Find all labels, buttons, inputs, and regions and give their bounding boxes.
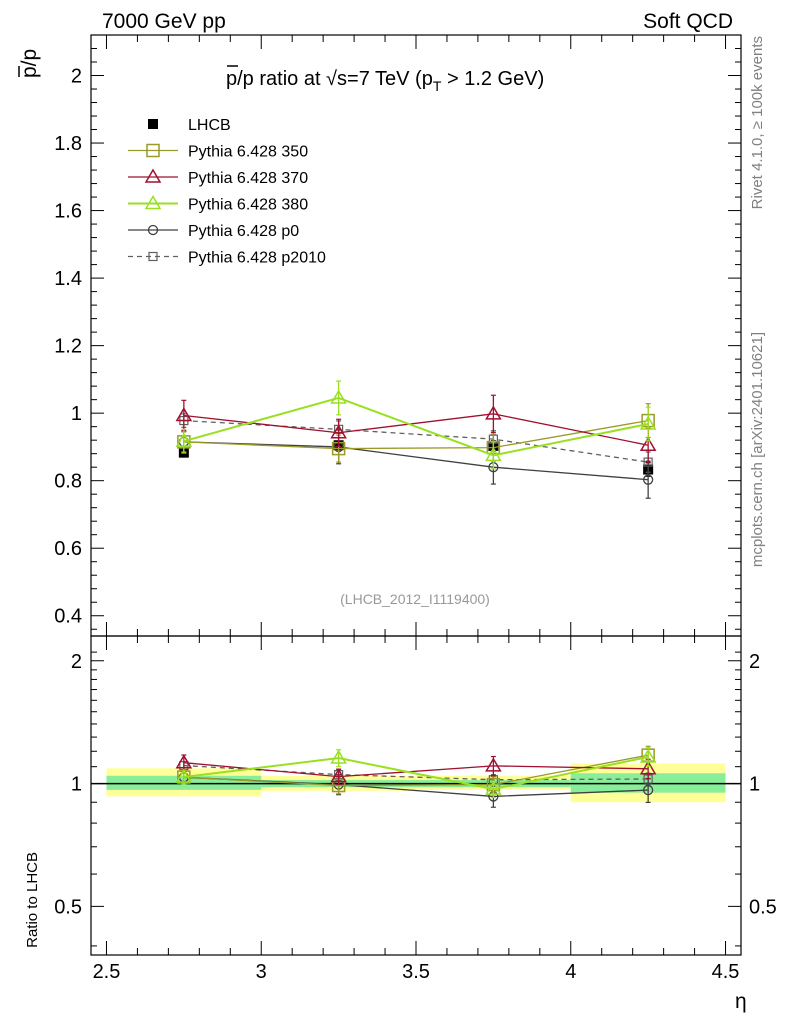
ratio-line-p380 [183, 755, 649, 791]
main-ytick-label: 1.8 [54, 133, 82, 155]
legend-marker-p0 [147, 224, 159, 236]
svg-text:p/p: p/p [18, 49, 41, 78]
main-point-p370 [330, 424, 347, 439]
header-right: Soft QCD [643, 10, 733, 33]
header-left: 7000 GeV pp [102, 10, 226, 33]
plot-title: p/p ratio at √s=7 TeV (pT > 1.2 GeV) [226, 65, 544, 94]
main-ytick-label: 1 [71, 403, 82, 425]
ratio-line-p370 [183, 762, 649, 778]
main-line-p380 [183, 396, 649, 457]
main-point-p380 [330, 389, 347, 404]
x-axis-label: η [735, 990, 747, 1013]
main-line-p370 [183, 413, 649, 446]
title-pbar: p [226, 68, 237, 90]
title-tail: > 1.2 GeV) [441, 68, 544, 90]
ratio-ytick-label-right: 0.5 [749, 896, 777, 918]
legend-marker-p2010 [148, 251, 158, 262]
y-axis-label-main: p/p [18, 49, 41, 78]
legend-label-LHCB: LHCB [188, 117, 231, 134]
y-axis-label-ratio: Ratio to LHCB [24, 852, 41, 948]
ratio-plot-panel: 2.5 3 3.5 4 4.5 0.5 0.5 1 1 2 2 [54, 635, 777, 983]
ratio-ytick-label-left: 2 [71, 651, 82, 673]
main-ytick-label: 1.4 [54, 268, 82, 290]
ratio-point-p0 [642, 784, 654, 796]
ratio-ytick-label-right: 1 [749, 774, 760, 796]
main-line-p0 [183, 441, 649, 481]
main-point-p380 [175, 432, 193, 447]
legend-label-p0: Pythia 6.428 p0 [188, 223, 299, 240]
legend-label-p2010: Pythia 6.428 p2010 [188, 250, 326, 267]
main-ytick-label: 0.6 [54, 538, 82, 560]
ratio-point-p370 [330, 768, 347, 783]
mcplots-reference-text: mcplots.cern.ch [arXiv:2401.10621] [749, 332, 766, 567]
ratio-xtick-label: 4.5 [712, 961, 740, 983]
ratio-point-p370 [175, 754, 193, 769]
main-point-p370 [639, 436, 657, 451]
legend-label-p350: Pythia 6.428 350 [188, 144, 308, 161]
legend-label-p380: Pythia 6.428 380 [188, 197, 308, 214]
main-plot-panel: 0.4 0.6 0.8 1 1.2 1.4 1.6 1.8 2 [54, 34, 742, 637]
main-point-p380 [639, 415, 657, 430]
ratio-point-p380 [639, 748, 657, 763]
legend-marker-p350 [146, 143, 160, 158]
legend-label-p370: Pythia 6.428 370 [188, 170, 308, 187]
main-ytick-label: 1.2 [54, 336, 82, 358]
rivet-version-text: Rivet 4.1.0, ≥ 100k events [749, 36, 766, 209]
legend-marker-p370 [144, 168, 162, 183]
ratio-line-p2010 [183, 764, 649, 781]
ylabel-pbar: p [18, 66, 41, 78]
ratio-point-p380 [175, 768, 193, 783]
ratio-ytick-label-left: 0.5 [54, 896, 82, 918]
main-line-p2010 [183, 419, 649, 463]
legend: LHCB Pythia 6.428 350 Pythia 6.428 370 Pyth… [128, 117, 326, 267]
ratio-point-p380 [485, 780, 502, 795]
ratio-point-p370 [639, 760, 657, 775]
legend-marker-LHCB [148, 119, 158, 129]
ratio-xtick-label: 4 [565, 961, 576, 983]
main-ytick-label: 0.8 [54, 471, 82, 493]
main-point-p370 [485, 405, 502, 420]
ratio-ytick-label-right: 2 [749, 651, 760, 673]
ratio-ytick-label-left: 1 [71, 774, 82, 796]
main-point-p0 [642, 474, 654, 485]
main-point-p380 [485, 446, 502, 462]
ratio-line-p350 [183, 754, 649, 787]
main-line-p350 [183, 419, 649, 450]
ratio-point-p370 [485, 757, 502, 772]
main-ytick-label: 0.4 [54, 606, 82, 628]
main-point-p370 [175, 407, 193, 422]
ratio-xtick-label: 2.5 [93, 961, 121, 983]
analysis-watermark: (LHCB_2012_I1119400) [340, 591, 490, 607]
main-ytick-label: 1.6 [54, 201, 82, 223]
ratio-point-p380 [330, 749, 347, 764]
main-ytick-label: 2 [71, 66, 82, 88]
svg-text:p/p ratio at √s=7 TeV (pT > 1.: p/p ratio at √s=7 TeV (pT > 1.2 GeV) [226, 68, 544, 94]
title-sub: T [433, 78, 442, 94]
legend-marker-p380 [144, 195, 162, 210]
ratio-xtick-label: 3 [256, 961, 267, 983]
ratio-xtick-label: 3.5 [402, 961, 430, 983]
title-main: /p ratio at √s=7 TeV (p [237, 68, 433, 90]
